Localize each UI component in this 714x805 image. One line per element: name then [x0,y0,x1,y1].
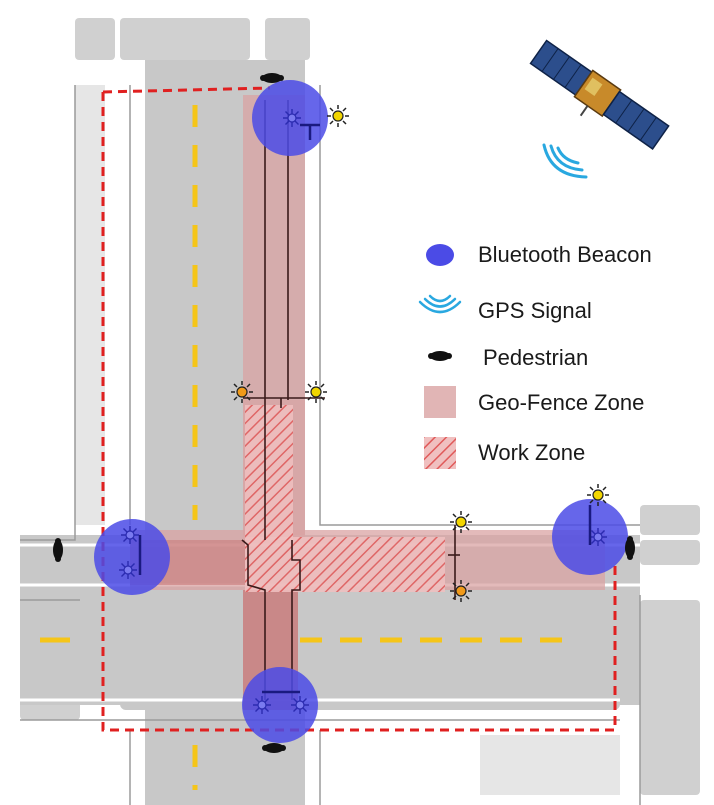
bluetooth-beacon-south [242,667,318,743]
work-zone-swatch [424,437,456,469]
legend-label-pedestrian: Pedestrian [483,345,588,370]
satellite-icon [529,39,670,150]
legend-label-gps: GPS Signal [478,298,592,323]
geofence-boundary [101,86,617,732]
gps-signal-icon [418,294,462,314]
legend-label-geofence: Geo-Fence Zone [478,390,644,415]
bluetooth-beacon-east [552,499,628,575]
legend: Bluetooth Beacon GPS Signal Pedestrian G… [418,242,652,469]
bluetooth-beacon-west [94,519,170,595]
bluetooth-beacon-north [252,80,328,156]
work-zone [245,405,445,592]
legend-label-workzone: Work Zone [478,440,585,465]
gps-signal-icon [542,143,588,179]
geofence-zone-swatch [424,386,456,418]
legend-label-beacon: Bluetooth Beacon [478,242,652,267]
bluetooth-beacon-icon [426,244,454,266]
